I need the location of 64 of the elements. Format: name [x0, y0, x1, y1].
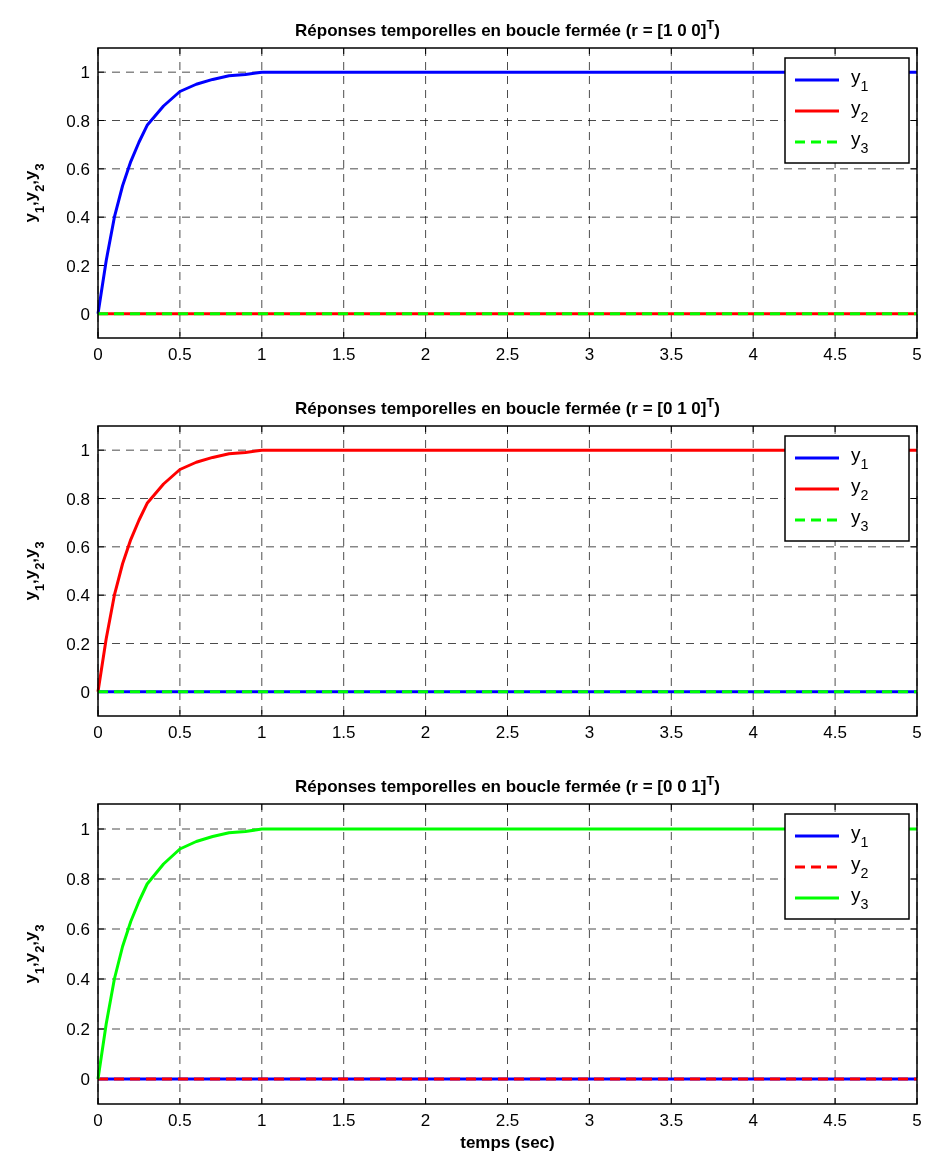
x-tick-label: 0.5 — [168, 1111, 192, 1130]
y-tick-label: 0 — [80, 304, 90, 324]
y-tick-label: 1 — [80, 820, 90, 839]
x-axis-title: temps (sec) — [460, 1133, 555, 1152]
legend-label: y$_{2}$ — [851, 475, 869, 503]
legend-label: y$_{1}$ — [851, 444, 869, 472]
x-tick-label: 0 — [93, 1111, 103, 1130]
x-tick-label: 3.5 — [659, 1111, 684, 1130]
legend-label: y$_{1}$ — [851, 66, 869, 94]
x-tick-label: 1.5 — [331, 723, 356, 742]
x-tick-label: 4.5 — [823, 345, 847, 364]
y-tick-label: 0.8 — [66, 111, 90, 131]
y-tick-label: 0.4 — [66, 586, 90, 606]
y-tick-label: 0.6 — [66, 537, 90, 557]
x-tick-label: 3 — [584, 345, 595, 364]
x-tick-label: 2 — [420, 723, 431, 742]
x-tick-label: 5 — [912, 345, 922, 364]
x-tick-label: 1.5 — [331, 345, 356, 364]
x-tick-label: 4 — [748, 723, 758, 742]
x-tick-label: 3 — [584, 1111, 595, 1130]
x-tick-label: 5 — [912, 1111, 922, 1130]
x-tick-label: 5 — [912, 723, 922, 742]
y-tick-label: 0.6 — [66, 159, 90, 179]
x-tick-label: 0 — [93, 345, 103, 364]
x-tick-label: 3.5 — [659, 723, 684, 742]
legend-label: y$_{3}$ — [851, 506, 869, 534]
y-tick-label: 0.4 — [66, 970, 90, 989]
y-tick-label: 0 — [80, 682, 90, 702]
y-tick-label: 0.2 — [66, 1020, 90, 1039]
x-tick-label: 2.5 — [495, 1111, 520, 1130]
y-tick-label: 0 — [80, 1070, 90, 1089]
legend-label: y$_{2}$ — [851, 97, 869, 125]
chart-title: Réponses temporelles en boucle fermée (r = [0 0 1]$^{T}$) — [295, 772, 720, 796]
legend-label: y$_{1}$ — [851, 822, 869, 850]
x-tick-label: 4.5 — [823, 1111, 847, 1130]
x-tick-label: 0.5 — [168, 723, 192, 742]
x-tick-label: 1.5 — [331, 1111, 356, 1130]
x-tick-label: 4 — [748, 345, 758, 364]
chart-title: Réponses temporelles en boucle fermée (r = [1 0 0]$^{T}$) — [295, 16, 720, 40]
x-tick-label: 2.5 — [495, 345, 520, 364]
legend-label: y$_{3}$ — [851, 128, 869, 156]
legend-label: y$_{2}$ — [851, 853, 869, 881]
y-tick-label: 0.2 — [66, 256, 90, 276]
x-tick-label: 2.5 — [495, 723, 520, 742]
x-tick-label: 1 — [257, 1111, 267, 1130]
y-tick-label: 0.8 — [66, 489, 90, 509]
y-tick-label: 1 — [80, 441, 90, 461]
y-tick-label: 1 — [80, 63, 90, 83]
y-tick-label: 0.8 — [66, 870, 90, 889]
x-tick-label: 0.5 — [168, 345, 192, 364]
x-tick-label: 0 — [93, 723, 103, 742]
y-tick-label: 0.4 — [66, 208, 90, 228]
x-tick-label: 3 — [584, 723, 595, 742]
x-tick-label: 4 — [748, 1111, 758, 1130]
x-tick-label: 1 — [257, 723, 267, 742]
y-tick-label: 0.6 — [66, 920, 90, 939]
x-tick-label: 3.5 — [659, 345, 684, 364]
x-tick-label: 1 — [257, 345, 267, 364]
y-tick-label: 0.2 — [66, 634, 90, 654]
x-tick-label: 4.5 — [823, 723, 847, 742]
legend-label: y$_{3}$ — [851, 884, 869, 912]
x-tick-label: 2 — [420, 345, 431, 364]
x-tick-label: 2 — [420, 1111, 431, 1130]
chart-title: Réponses temporelles en boucle fermée (r = [0 1 0]$^{T}$) — [295, 394, 720, 418]
